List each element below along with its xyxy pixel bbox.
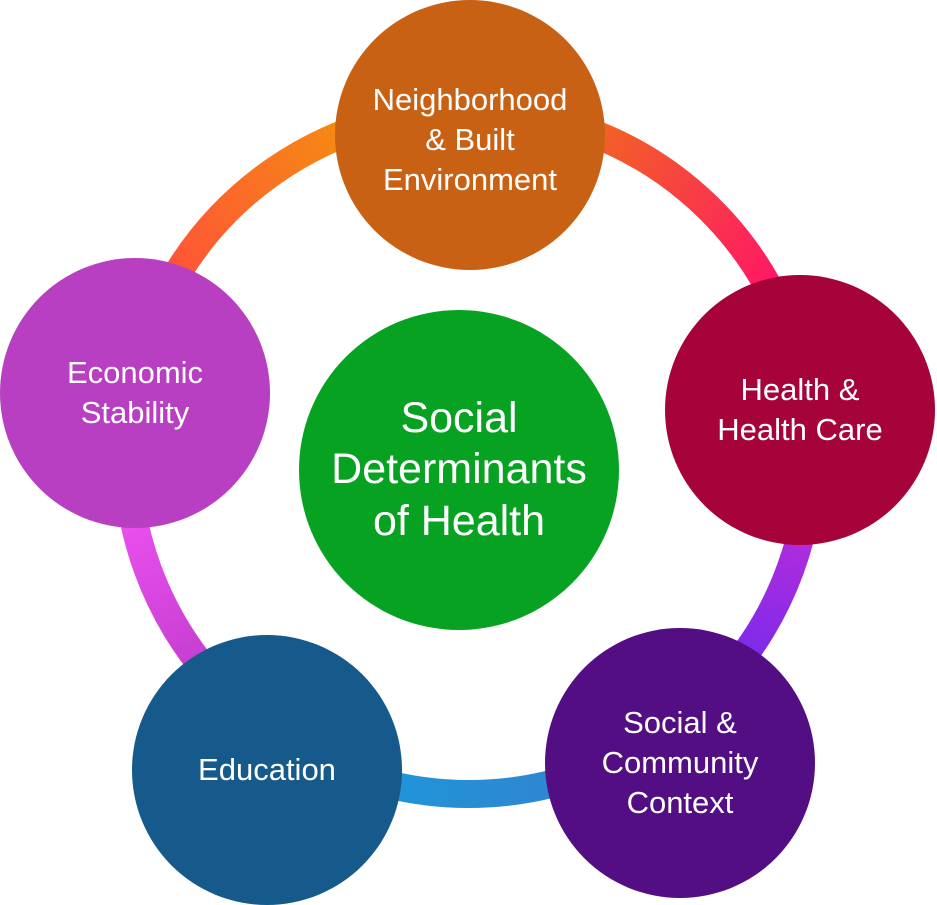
node-label: Neighborhood & Built Environment: [372, 82, 568, 197]
node-label: Education: [198, 752, 336, 788]
node-label: Social & Community Context: [601, 705, 759, 820]
node-label: Economic Stability: [66, 355, 204, 430]
node-social-community-context: Social & Community Context: [545, 628, 815, 898]
node-center-social-determinants: Social Determinants of Health: [299, 310, 619, 630]
center-label: Social Determinants of Health: [331, 393, 587, 545]
node-education: Education: [132, 635, 402, 905]
node-neighborhood-built-environment: Neighborhood & Built Environment: [335, 0, 605, 270]
node-health-health-care: Health & Health Care: [665, 275, 935, 545]
node-label: Health & Health Care: [717, 372, 883, 447]
node-economic-stability: Economic Stability: [0, 258, 270, 528]
